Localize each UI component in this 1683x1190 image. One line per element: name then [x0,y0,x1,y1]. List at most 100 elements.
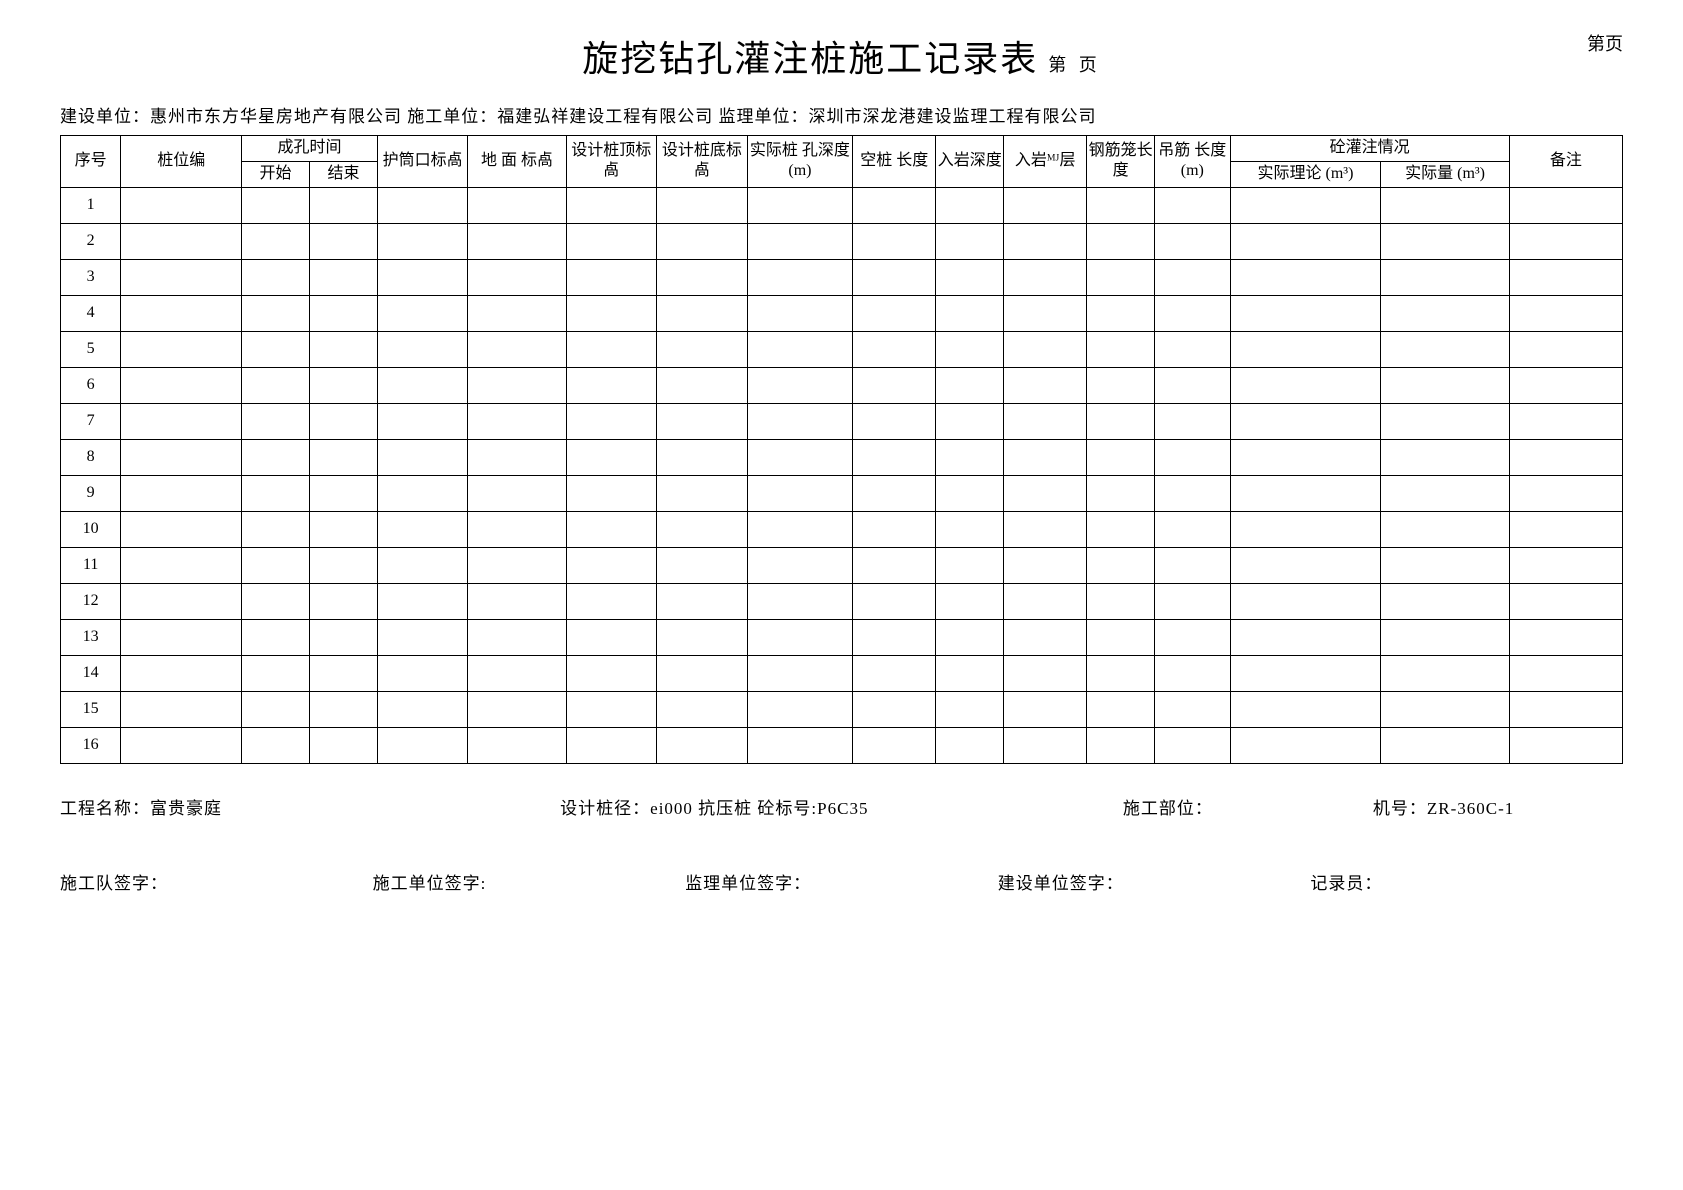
data-cell [1230,727,1381,763]
data-cell [377,691,468,727]
data-cell [1230,259,1381,295]
data-cell [1004,655,1087,691]
data-cell [566,583,657,619]
data-cell [1155,439,1230,475]
data-cell [121,691,242,727]
data-cell [121,655,242,691]
header-serial: 序号 [61,136,121,188]
header-cage-length: 钢筋笼长度 [1087,136,1155,188]
data-cell [1087,583,1155,619]
data-cell [936,691,1004,727]
data-cell [1509,547,1622,583]
data-cell [566,367,657,403]
data-cell [853,547,936,583]
data-cell [1381,223,1509,259]
data-cell [853,295,936,331]
data-cell [1004,295,1087,331]
data-cell [377,439,468,475]
data-cell [1509,439,1622,475]
data-cell [468,583,566,619]
data-cell [1155,691,1230,727]
row-number-cell: 8 [61,439,121,475]
data-cell [566,223,657,259]
data-cell [1087,187,1155,223]
data-cell [377,259,468,295]
header-ground-elev: 地 面 标卨 [468,136,566,188]
data-cell [1381,295,1509,331]
table-row: 7 [61,403,1623,439]
data-cell [1155,223,1230,259]
data-cell [657,475,748,511]
data-cell [242,583,310,619]
data-cell [1509,475,1622,511]
row-number-cell: 2 [61,223,121,259]
data-cell [936,655,1004,691]
row-number-cell: 3 [61,259,121,295]
data-cell [242,331,310,367]
data-cell [377,727,468,763]
data-cell [747,367,853,403]
data-cell [121,583,242,619]
data-cell [853,439,936,475]
data-cell [242,259,310,295]
data-cell [121,295,242,331]
data-cell [377,583,468,619]
data-cell [936,331,1004,367]
data-cell [1155,727,1230,763]
sig-team: 施工队签字： [60,869,373,894]
table-row: 16 [61,727,1623,763]
data-cell [377,295,468,331]
data-cell [1087,367,1155,403]
data-cell [1004,691,1087,727]
table-row: 5 [61,331,1623,367]
page-title: 旋挖钻孔灌注桩施工记录表 [582,30,1038,82]
data-cell [853,187,936,223]
data-cell [1155,511,1230,547]
data-cell [1230,439,1381,475]
data-cell [1004,331,1087,367]
data-cell [1230,403,1381,439]
data-cell [1381,475,1509,511]
data-cell [468,619,566,655]
data-cell [377,547,468,583]
data-cell [1004,223,1087,259]
data-cell [936,259,1004,295]
data-cell [1155,475,1230,511]
data-cell [1509,223,1622,259]
data-cell [853,403,936,439]
data-cell [1155,331,1230,367]
row-number-cell: 5 [61,331,121,367]
data-cell [1509,583,1622,619]
data-cell [1087,691,1155,727]
row-number-cell: 11 [61,547,121,583]
data-cell [1230,295,1381,331]
data-cell [1230,187,1381,223]
table-row: 15 [61,691,1623,727]
data-cell [468,367,566,403]
data-cell [1087,511,1155,547]
data-cell [936,475,1004,511]
data-cell [309,511,377,547]
data-cell [566,187,657,223]
data-cell [377,655,468,691]
data-cell [1381,439,1509,475]
data-cell [1230,331,1381,367]
header-design-top: 设计桩顶标卨 [566,136,657,188]
row-number-cell: 16 [61,727,121,763]
data-cell [468,475,566,511]
data-cell [1087,619,1155,655]
header-casing-elev: 护筒口标卨 [377,136,468,188]
row-number-cell: 7 [61,403,121,439]
page-marker-right: 第页 [1587,30,1623,56]
footer-part: 施工部位： [1123,794,1373,819]
data-cell [377,511,468,547]
data-cell [1381,727,1509,763]
data-cell [121,511,242,547]
data-cell [1004,367,1087,403]
data-cell [747,511,853,547]
data-cell [1509,187,1622,223]
table-row: 14 [61,655,1623,691]
data-cell [121,547,242,583]
data-cell [242,187,310,223]
data-cell [1004,475,1087,511]
